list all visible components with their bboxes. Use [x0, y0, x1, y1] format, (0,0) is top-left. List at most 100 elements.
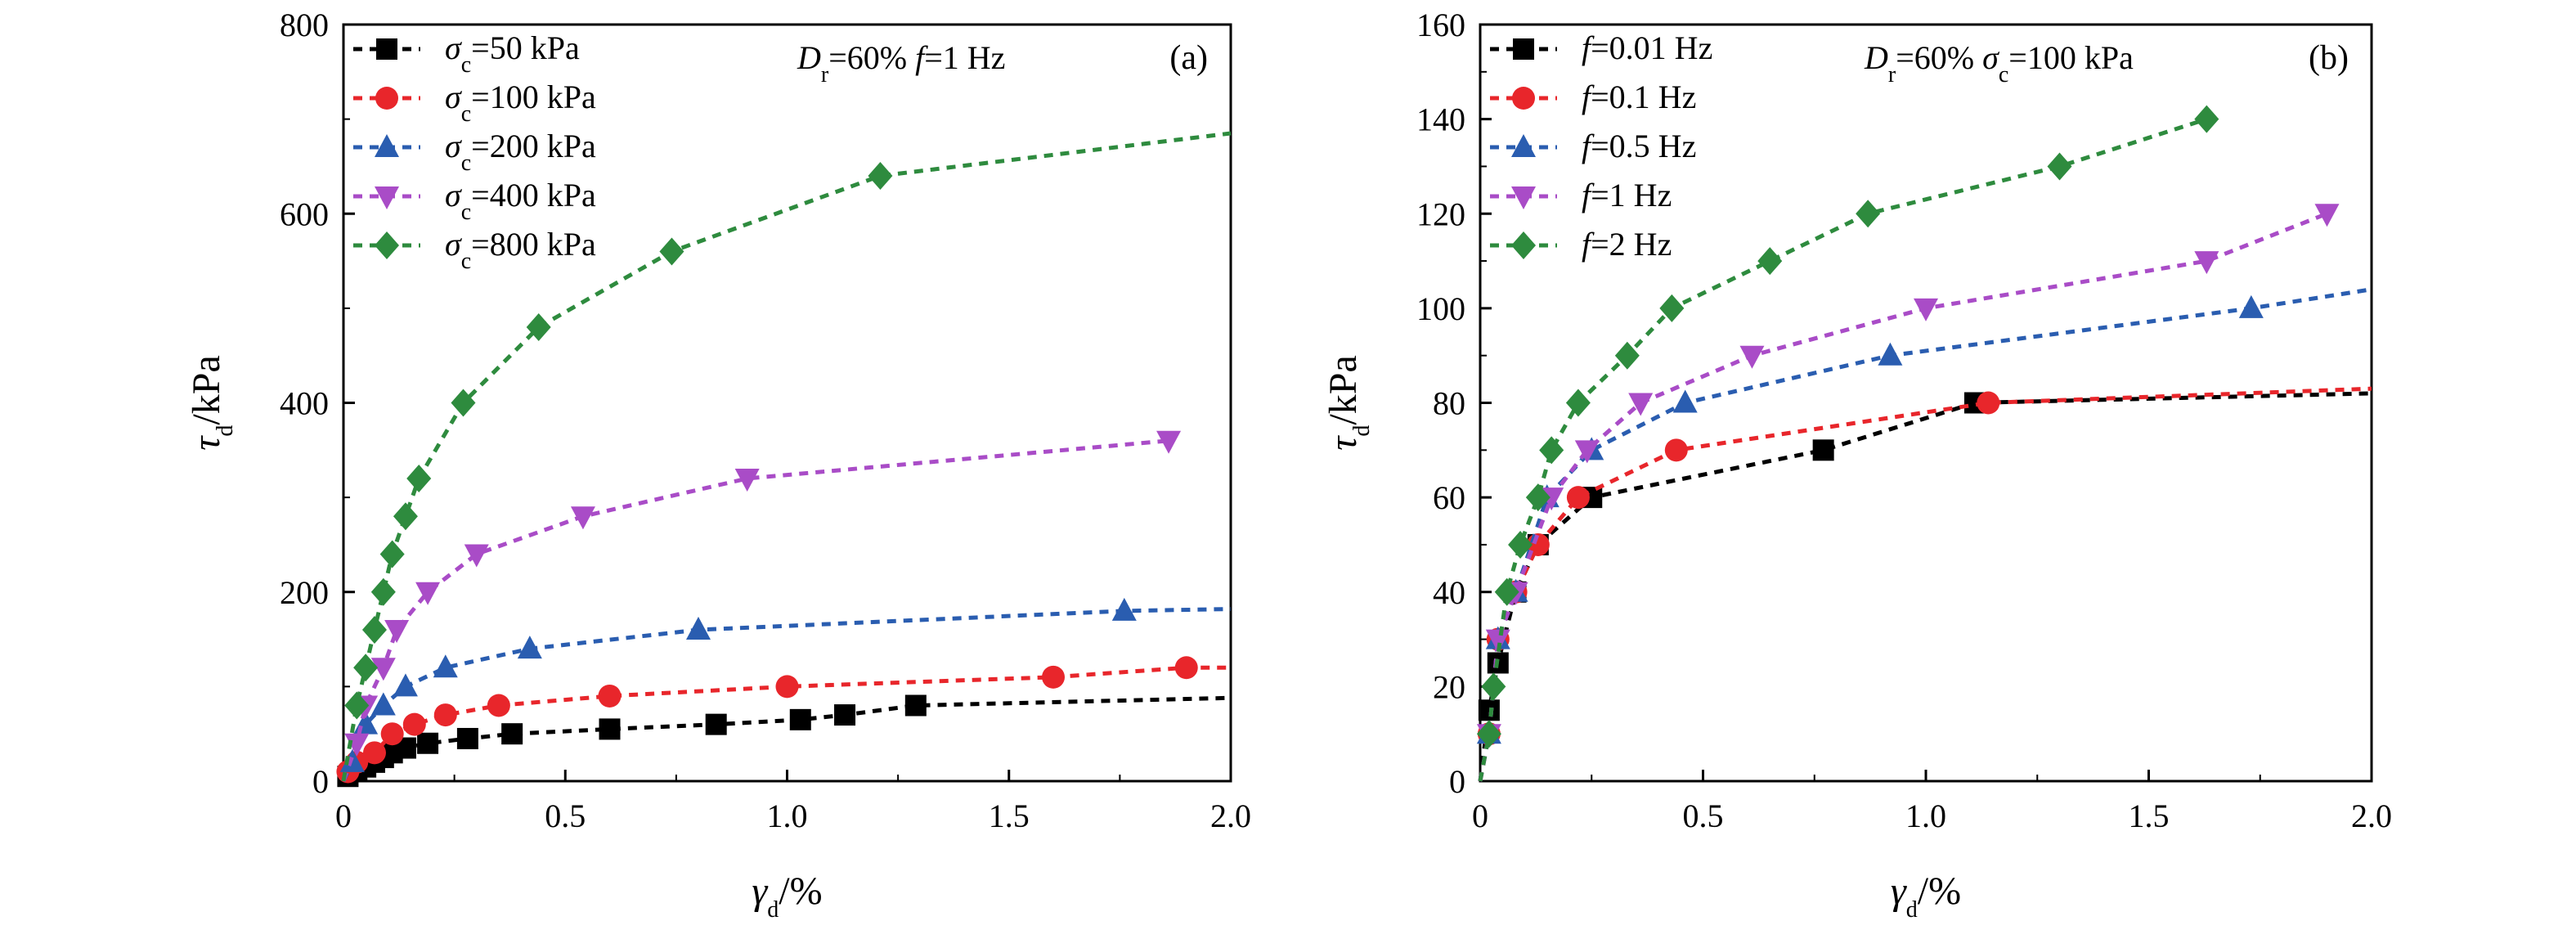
- data-point: [393, 502, 418, 531]
- y-tick-label: 120: [1416, 195, 1465, 232]
- legend-item: f=0.1 Hz: [1490, 79, 1696, 115]
- annotation-sigma: σ: [1982, 39, 1999, 76]
- data-point: [1565, 389, 1591, 417]
- series-4: [341, 131, 1232, 782]
- x-tick-label: 2.0: [1210, 797, 1251, 834]
- data-point: [380, 722, 404, 746]
- data-point: [487, 694, 510, 717]
- legend-value: =100 kPa: [471, 79, 596, 115]
- legend-marker: [376, 38, 397, 60]
- data-point: [1485, 629, 1510, 653]
- legend-label: f=2 Hz: [1582, 226, 1672, 263]
- series-line: [1478, 211, 2328, 782]
- x-axis-symbol: γ: [752, 869, 768, 913]
- data-point: [370, 577, 396, 606]
- data-point: [417, 732, 439, 754]
- legend-symbol: σ: [445, 79, 462, 115]
- y-tick-label: 600: [280, 195, 329, 232]
- data-point: [1659, 294, 1685, 322]
- data-point: [361, 616, 387, 644]
- series-0: [1478, 391, 2372, 782]
- legend-subscript: c: [461, 200, 471, 225]
- data-point: [456, 727, 478, 749]
- legend-subscript: c: [461, 151, 471, 176]
- x-tick-label: 1.5: [989, 797, 1030, 834]
- series-line: [1478, 117, 2208, 782]
- annotation-sigma-value: =100 kPa: [2008, 39, 2134, 76]
- y-axis-symbol: τ: [185, 435, 228, 451]
- legend-label: f=0.01 Hz: [1582, 29, 1712, 66]
- data-point: [659, 237, 684, 266]
- data-point: [370, 658, 396, 681]
- x-axis-title: γd/%: [1891, 869, 1961, 923]
- legend-marker: [375, 134, 399, 157]
- data-point: [415, 582, 441, 605]
- data-point: [1156, 430, 1182, 454]
- data-point: [2314, 204, 2340, 227]
- data-point: [1614, 341, 1640, 370]
- y-axis-unit: /kPa: [185, 355, 228, 425]
- x-axis-unit: /%: [779, 869, 822, 913]
- x-tick-label: 0: [335, 797, 352, 834]
- legend-value: =0.01 Hz: [1591, 29, 1712, 66]
- legend-symbol: σ: [445, 128, 462, 164]
- x-tick-label: 0: [1472, 797, 1488, 834]
- data-point: [1856, 200, 1881, 228]
- x-axis-subscript: d: [767, 897, 779, 923]
- legend-item: σc=50 kPa: [353, 29, 580, 78]
- data-point: [775, 675, 799, 699]
- chart-panel-a: 0 0.5 1.0 1.5 2.00200400600800γd/%τd/kPaσc=5…: [185, 7, 1251, 923]
- legend-item: σc=800 kPa: [353, 226, 596, 274]
- data-point: [451, 389, 476, 417]
- data-point: [1914, 298, 1938, 321]
- data-point: [384, 620, 410, 643]
- data-point: [1111, 597, 1137, 621]
- data-point: [1042, 665, 1065, 689]
- series-4: [1476, 105, 2219, 782]
- legend-value: =0.5 Hz: [1591, 128, 1696, 164]
- x-tick-label: 2.0: [2351, 797, 2392, 834]
- data-point: [1481, 672, 1506, 701]
- legend-item: f=0.5 Hz: [1490, 128, 1696, 164]
- data-point: [2047, 152, 2072, 181]
- legend-value: =200 kPa: [471, 128, 596, 164]
- legend-label: σc=50 kPa: [445, 29, 580, 78]
- series-1: [1477, 386, 2372, 782]
- data-point: [344, 733, 370, 757]
- y-tick-label: 0: [312, 763, 329, 800]
- annotation-f-value: =1 Hz: [924, 39, 1005, 76]
- x-tick-label: 0.5: [1683, 797, 1724, 834]
- y-tick-label: 400: [280, 385, 329, 422]
- legend-marker: [1512, 87, 1535, 110]
- series-3: [341, 430, 1182, 782]
- y-axis-symbol: τ: [1322, 435, 1365, 451]
- legend-subscript: c: [461, 249, 471, 274]
- data-point: [517, 636, 542, 659]
- y-tick-label: 20: [1433, 668, 1465, 705]
- legend-label: σc=400 kPa: [445, 177, 596, 225]
- data-point: [1525, 483, 1551, 512]
- data-point: [1478, 699, 1500, 721]
- x-axis-symbol: γ: [1891, 869, 1907, 913]
- panel-tag: (a): [1169, 39, 1208, 77]
- annotation-d-value: =60%: [1896, 39, 1982, 76]
- legend-marker: [375, 87, 398, 110]
- data-point: [433, 654, 458, 678]
- y-axis-subscript: d: [1349, 425, 1375, 437]
- y-tick-label: 0: [1449, 763, 1465, 800]
- data-point: [526, 313, 551, 341]
- legend-marker: [1511, 134, 1536, 157]
- legend-marker: [1511, 231, 1536, 259]
- data-point: [1539, 436, 1564, 465]
- annotation-d-sub: r: [1888, 62, 1896, 88]
- data-point: [1812, 439, 1834, 461]
- legend-marker: [1513, 38, 1534, 60]
- data-point: [406, 465, 432, 492]
- panel-tag: (b): [2309, 39, 2349, 77]
- legend-subscript: c: [461, 101, 471, 127]
- x-tick-label: 1.5: [2129, 797, 2170, 834]
- data-point: [433, 703, 457, 727]
- data-point: [2194, 105, 2219, 133]
- x-axis-unit: /%: [1918, 869, 1961, 913]
